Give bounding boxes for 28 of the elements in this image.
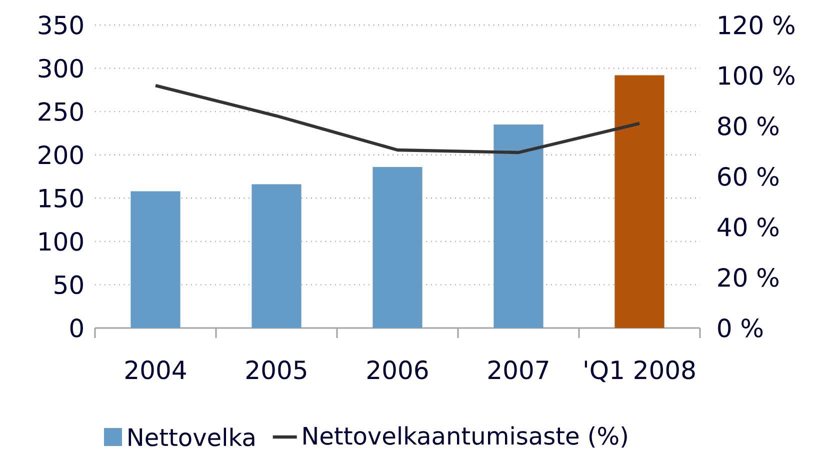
- bar: [372, 166, 422, 328]
- bar: [252, 184, 302, 328]
- y-tick-label: 50: [54, 275, 83, 294]
- y2-tick-label: 60 %: [718, 167, 778, 186]
- y2-tick-label: 0 %: [718, 318, 763, 338]
- legend-label: Nettovelka: [128, 428, 254, 446]
- y-tick-label: 100: [40, 232, 83, 251]
- y2-tick-label: 100 %: [719, 66, 794, 85]
- y2-tick-label: 40 %: [718, 218, 778, 236]
- legend-label: Nettovelkaantumisaste (%): [304, 426, 627, 448]
- bar: [614, 75, 664, 328]
- bar: [494, 124, 544, 328]
- y-tick-label: 200: [38, 145, 83, 164]
- x-tick-label: 2006: [368, 360, 428, 380]
- x-tick-label: 'Q1 2008: [584, 360, 695, 382]
- x-tick-label: 2004: [126, 360, 186, 380]
- y2-tick-label: 80 %: [718, 116, 778, 136]
- line-series: [154, 84, 642, 154]
- y-tick-label: 150: [40, 188, 83, 208]
- y-tick-label: 350: [38, 16, 83, 34]
- y-tick-label: 300: [38, 58, 83, 78]
- y-tick-label: 0: [70, 318, 83, 338]
- y-tick-label: 250: [38, 102, 83, 122]
- x-tick-label: 2007: [488, 360, 548, 380]
- x-tick-label: 2005: [246, 360, 306, 380]
- y2-tick-label: 20 %: [718, 268, 778, 287]
- y2-tick-label: 120 %: [719, 16, 794, 34]
- bar: [130, 191, 180, 328]
